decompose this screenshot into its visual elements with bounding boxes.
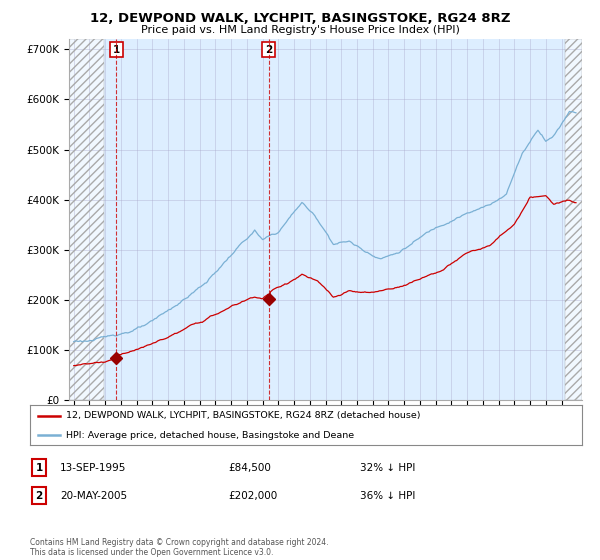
Text: 32% ↓ HPI: 32% ↓ HPI [360, 463, 415, 473]
Text: Contains HM Land Registry data © Crown copyright and database right 2024.
This d: Contains HM Land Registry data © Crown c… [30, 538, 329, 557]
Text: HPI: Average price, detached house, Basingstoke and Deane: HPI: Average price, detached house, Basi… [66, 431, 354, 440]
Text: 13-SEP-1995: 13-SEP-1995 [60, 463, 127, 473]
Text: 12, DEWPOND WALK, LYCHPIT, BASINGSTOKE, RG24 8RZ: 12, DEWPOND WALK, LYCHPIT, BASINGSTOKE, … [90, 12, 510, 25]
Text: £84,500: £84,500 [228, 463, 271, 473]
Text: 12, DEWPOND WALK, LYCHPIT, BASINGSTOKE, RG24 8RZ (detached house): 12, DEWPOND WALK, LYCHPIT, BASINGSTOKE, … [66, 411, 421, 420]
Text: 36% ↓ HPI: 36% ↓ HPI [360, 491, 415, 501]
Text: 1: 1 [35, 463, 43, 473]
Text: 20-MAY-2005: 20-MAY-2005 [60, 491, 127, 501]
Text: Price paid vs. HM Land Registry's House Price Index (HPI): Price paid vs. HM Land Registry's House … [140, 25, 460, 35]
Text: 2: 2 [265, 45, 272, 55]
Text: £202,000: £202,000 [228, 491, 277, 501]
Bar [565, 39, 582, 400]
Text: 2: 2 [35, 491, 43, 501]
Bar [565, 39, 582, 400]
Bar [69, 39, 104, 400]
Bar [69, 39, 104, 400]
Text: 1: 1 [113, 45, 120, 55]
